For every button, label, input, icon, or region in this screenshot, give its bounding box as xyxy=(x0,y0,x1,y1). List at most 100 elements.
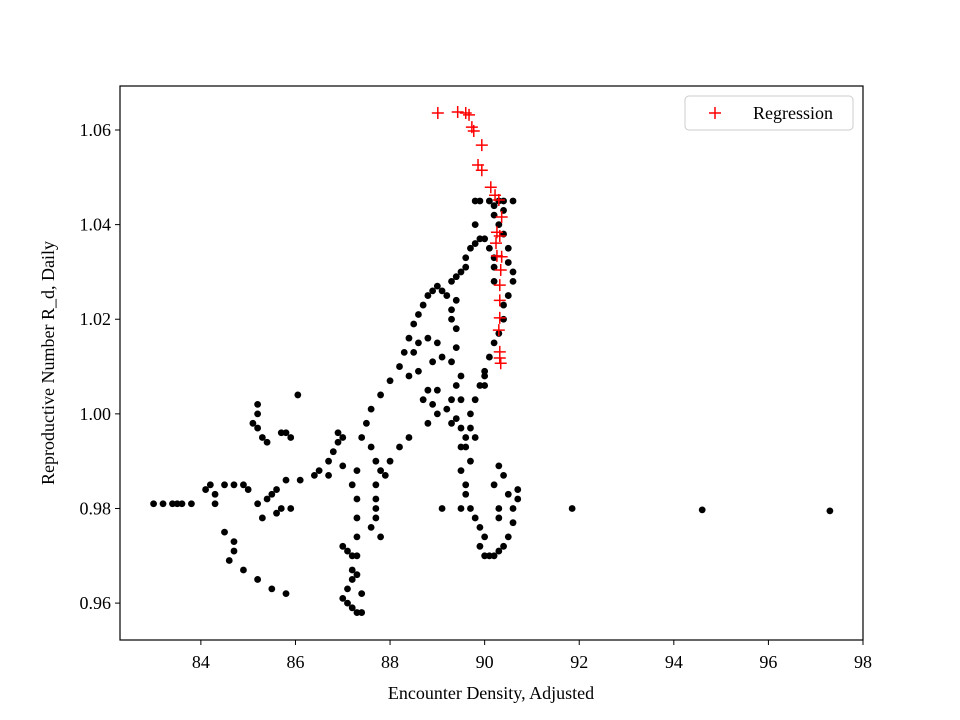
data-point xyxy=(372,495,380,503)
data-point xyxy=(509,197,517,205)
data-point xyxy=(150,500,157,508)
regression-point xyxy=(484,181,497,194)
data-point xyxy=(377,391,384,399)
data-point xyxy=(405,334,413,342)
data-point xyxy=(254,500,262,508)
data-point xyxy=(452,273,460,281)
y-tick-label: 1.04 xyxy=(80,215,112,235)
data-point xyxy=(462,254,470,262)
data-point xyxy=(415,367,422,375)
data-point xyxy=(429,400,437,408)
regression-point xyxy=(493,294,506,307)
data-point xyxy=(495,505,503,512)
data-point xyxy=(173,500,181,508)
x-tick-label: 88 xyxy=(381,652,399,672)
data-point xyxy=(339,462,347,470)
data-point xyxy=(396,443,403,451)
data-point xyxy=(405,434,413,441)
regression-point xyxy=(493,229,506,242)
data-point xyxy=(490,263,498,271)
data-point xyxy=(410,320,418,328)
data-point xyxy=(504,292,512,299)
data-point xyxy=(826,507,834,515)
data-point xyxy=(339,434,347,441)
data-point xyxy=(419,396,427,404)
data-point xyxy=(296,476,304,484)
regression-point xyxy=(475,164,488,177)
data-point xyxy=(443,405,451,413)
data-point xyxy=(334,429,342,437)
regression-point xyxy=(495,211,508,224)
data-point xyxy=(287,505,295,512)
data-point xyxy=(457,505,465,512)
data-point xyxy=(254,424,262,432)
data-point xyxy=(230,538,238,545)
data-point xyxy=(471,197,479,205)
data-point xyxy=(485,244,493,252)
data-point xyxy=(424,386,432,394)
data-point xyxy=(400,348,408,356)
data-point xyxy=(490,339,498,347)
data-point xyxy=(490,202,498,210)
data-point xyxy=(367,443,375,451)
data-point xyxy=(433,282,441,290)
regression-point xyxy=(493,279,506,292)
data-point xyxy=(443,292,451,299)
data-point xyxy=(448,358,455,366)
data-point xyxy=(254,410,262,418)
data-point xyxy=(263,495,271,503)
data-point xyxy=(339,594,347,602)
data-point xyxy=(410,348,418,356)
regression-point xyxy=(431,106,444,119)
data-point xyxy=(344,547,351,555)
data-point xyxy=(476,542,484,550)
data-point xyxy=(358,590,366,598)
data-point xyxy=(344,585,351,593)
data-point xyxy=(452,296,460,304)
data-point xyxy=(424,419,432,427)
data-point xyxy=(240,481,247,489)
regression-point xyxy=(493,311,506,324)
data-point xyxy=(471,240,479,247)
data-point xyxy=(348,576,356,583)
data-point xyxy=(363,419,370,427)
data-point xyxy=(495,547,503,555)
data-point xyxy=(372,514,380,522)
data-point xyxy=(476,382,484,389)
data-point xyxy=(353,533,361,541)
regression-point xyxy=(463,108,476,121)
data-point xyxy=(467,410,474,418)
data-point xyxy=(424,334,432,342)
data-point xyxy=(476,197,484,205)
data-point xyxy=(514,495,522,503)
data-point xyxy=(429,287,437,295)
data-point xyxy=(438,287,446,295)
data-point xyxy=(282,429,290,437)
data-point xyxy=(448,396,455,404)
data-point xyxy=(244,486,252,493)
data-point xyxy=(509,277,517,285)
data-point xyxy=(568,505,576,512)
data-point xyxy=(481,367,489,375)
y-axis-label: Reproductive Number R_d, Daily xyxy=(38,241,58,485)
data-point xyxy=(396,363,403,370)
x-axis-label: Encounter Density, Adjusted xyxy=(388,683,594,703)
regression-point xyxy=(492,194,505,207)
legend-box xyxy=(684,95,854,131)
data-point xyxy=(485,552,493,560)
data-point xyxy=(358,434,366,441)
data-point xyxy=(504,490,512,498)
data-point xyxy=(433,410,441,418)
y-tick-label: 1.02 xyxy=(80,309,112,329)
data-point xyxy=(353,571,361,579)
data-point xyxy=(457,424,465,432)
data-point xyxy=(381,471,389,479)
data-point xyxy=(471,221,479,229)
data-point xyxy=(159,500,167,508)
data-point xyxy=(353,495,361,503)
data-point xyxy=(698,506,706,514)
data-point xyxy=(268,490,276,498)
data-point xyxy=(495,462,503,470)
data-point xyxy=(344,599,351,607)
data-point xyxy=(273,509,280,517)
